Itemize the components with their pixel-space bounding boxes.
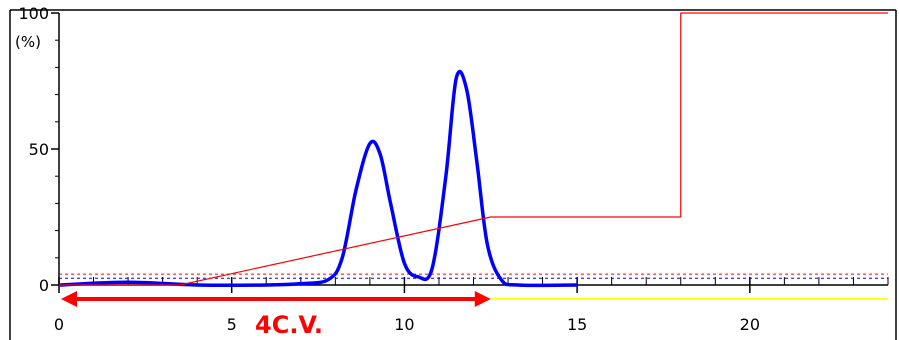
x-tick-label: 10 <box>394 315 414 334</box>
y-tick-label: 100 <box>18 4 49 23</box>
axes <box>9 9 897 340</box>
y-unit-label: (%) <box>15 33 41 51</box>
annotation-arrow-head-right <box>474 291 491 307</box>
y-tick-label: 50 <box>29 140 49 159</box>
x-tick-label: 5 <box>227 315 237 334</box>
x-tick-label: 20 <box>740 315 760 334</box>
series-layer <box>58 12 888 300</box>
series-line-0 <box>58 69 578 288</box>
annotation-layer: 4C.V. <box>61 291 491 339</box>
annotation-arrow-head-left <box>61 291 77 307</box>
series-line-1 <box>59 12 888 286</box>
reference-lines <box>59 273 888 279</box>
x-tick-label: 15 <box>567 315 587 334</box>
ticks: 0 50 100 (%) 0 5 10 15 20 <box>15 4 889 334</box>
annotation-label: 4C.V. <box>255 311 323 339</box>
y-tick-label: 0 <box>39 276 49 295</box>
x-tick-label: 0 <box>54 315 64 334</box>
